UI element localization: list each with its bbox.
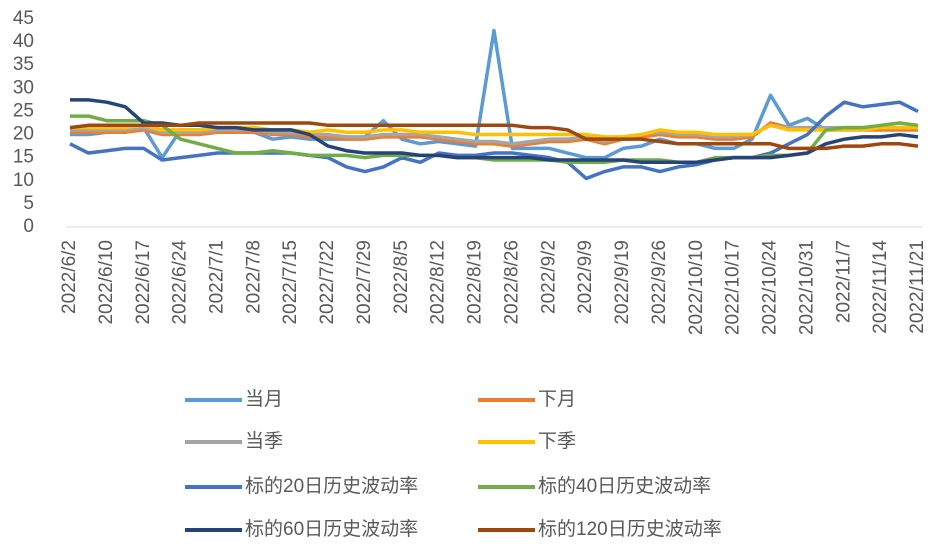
x-tick-label: 2022/11/7	[833, 240, 854, 323]
x-tick-label: 2022/7/22	[317, 240, 338, 325]
x-tick-label: 2022/11/14	[870, 240, 891, 334]
y-tick-label: 15	[13, 147, 34, 168]
y-tick-label: 45	[13, 8, 34, 29]
series-line	[69, 121, 919, 151]
y-tick-label: 25	[13, 100, 34, 121]
x-tick-label: 2022/9/2	[538, 240, 559, 314]
x-tick-label: 2022/7/1	[206, 240, 227, 314]
series-line	[70, 28, 918, 160]
legend-label: 标的40日历史波动率	[538, 475, 711, 497]
x-tick-label: 2022/8/5	[391, 240, 412, 314]
legend-label: 当月	[245, 388, 283, 410]
y-tick-label: 20	[13, 124, 34, 145]
x-tick-label: 2022/6/10	[96, 240, 117, 325]
legend-label: 下月	[538, 389, 576, 410]
x-tick-label: 2022/10/10	[686, 240, 707, 335]
legend-label: 标的120日历史波动率	[538, 518, 722, 540]
x-tick-label: 2022/10/17	[723, 240, 744, 335]
series-line	[70, 98, 919, 165]
y-tick-label: 35	[13, 54, 34, 75]
y-tick-label: 30	[13, 77, 34, 98]
y-tick-label: 40	[13, 31, 34, 52]
x-tick-label: 2022/11/21	[907, 240, 928, 334]
y-tick-label: 10	[13, 170, 34, 191]
x-tick-label: 2022/8/12	[428, 240, 449, 325]
legend-label: 标的20日历史波动率	[245, 475, 418, 497]
legend-label: 下季	[538, 430, 576, 452]
y-tick-label: 5	[23, 193, 34, 214]
legend-label: 当季	[245, 430, 283, 452]
x-tick-label: 2022/8/26	[501, 240, 522, 325]
x-tick-label: 2022/9/9	[575, 240, 596, 314]
x-tick-label: 2022/10/24	[760, 240, 781, 336]
legend-label: 标的60日历史波动率	[245, 518, 418, 540]
x-tick-label: 2022/10/31	[796, 240, 817, 335]
x-tick-label: 2022/7/15	[280, 240, 301, 325]
x-tick-label: 2022/9/19	[612, 240, 633, 325]
x-tick-label: 2022/6/24	[170, 240, 191, 325]
x-tick-label: 2022/6/17	[133, 240, 154, 325]
x-tick-label: 2022/7/29	[354, 240, 375, 325]
x-tick-label: 2022/8/19	[465, 240, 486, 325]
series-line	[69, 100, 919, 181]
x-tick-label: 2022/9/26	[649, 240, 670, 325]
x-tick-label: 2022/6/2	[59, 240, 80, 314]
y-tick-label: 0	[23, 216, 34, 237]
x-tick-label: 2022/7/8	[243, 240, 264, 314]
